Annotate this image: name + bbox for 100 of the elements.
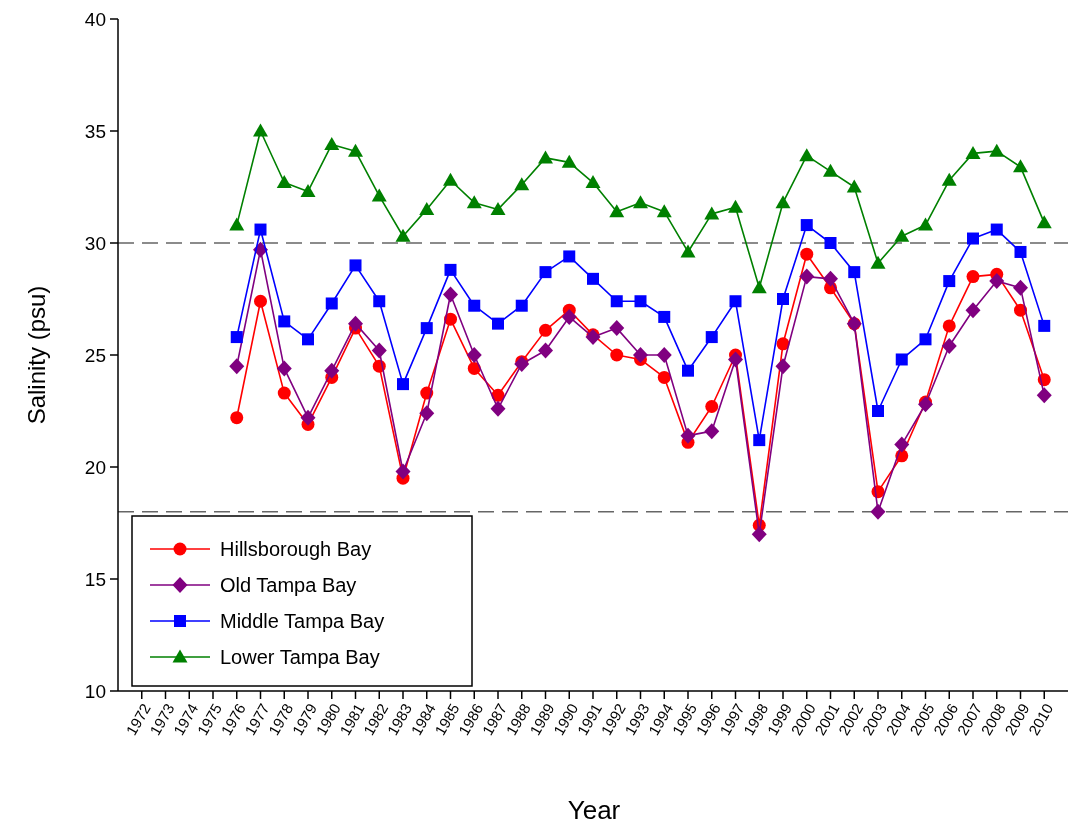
y-tick-label: 30 bbox=[84, 232, 106, 254]
point bbox=[776, 337, 790, 351]
point bbox=[942, 319, 956, 333]
point bbox=[656, 204, 672, 218]
point bbox=[775, 195, 791, 209]
point bbox=[539, 323, 552, 337]
point bbox=[918, 396, 933, 413]
point bbox=[633, 347, 648, 363]
point bbox=[348, 143, 363, 157]
point bbox=[538, 342, 553, 359]
point bbox=[965, 302, 981, 319]
point bbox=[777, 293, 789, 305]
point bbox=[870, 255, 886, 269]
point bbox=[1036, 215, 1052, 229]
point bbox=[941, 338, 957, 355]
legend-label: Hillsborough Bay bbox=[220, 538, 372, 560]
point bbox=[254, 223, 267, 236]
y-axis-title: Salinity (psu) bbox=[23, 285, 50, 425]
point bbox=[848, 266, 861, 279]
point bbox=[585, 329, 601, 346]
point bbox=[609, 320, 625, 337]
point bbox=[846, 179, 862, 193]
point bbox=[395, 228, 411, 242]
point bbox=[325, 297, 338, 310]
point bbox=[824, 237, 837, 249]
point bbox=[230, 331, 243, 344]
point bbox=[1036, 387, 1052, 404]
point bbox=[633, 195, 648, 209]
legend-label: Middle Tampa Bay bbox=[220, 610, 385, 632]
point bbox=[563, 250, 576, 263]
point bbox=[539, 266, 552, 279]
point bbox=[254, 294, 267, 308]
point bbox=[610, 348, 624, 362]
point bbox=[300, 183, 316, 197]
point bbox=[728, 351, 743, 368]
point bbox=[943, 275, 956, 288]
legend-label: Lower Tampa Bay bbox=[220, 646, 380, 668]
point bbox=[775, 358, 791, 375]
point bbox=[373, 295, 386, 308]
point bbox=[989, 143, 1005, 157]
point bbox=[799, 268, 815, 285]
point bbox=[966, 270, 980, 284]
point bbox=[682, 364, 694, 377]
legend-label: Old Tampa Bay bbox=[220, 574, 357, 596]
point bbox=[800, 219, 813, 232]
point bbox=[965, 145, 981, 159]
point bbox=[253, 123, 268, 137]
point bbox=[1013, 279, 1028, 296]
point bbox=[302, 333, 314, 346]
point bbox=[420, 322, 433, 335]
point bbox=[585, 175, 601, 189]
y-tick-label: 25 bbox=[84, 344, 106, 366]
point bbox=[823, 270, 838, 287]
point bbox=[371, 342, 387, 359]
point bbox=[705, 400, 719, 414]
point bbox=[276, 360, 292, 377]
point bbox=[894, 228, 910, 242]
point bbox=[800, 247, 814, 261]
point bbox=[658, 310, 671, 323]
y-tick-label: 35 bbox=[84, 120, 106, 142]
point bbox=[609, 204, 625, 218]
point bbox=[1038, 319, 1051, 332]
point bbox=[278, 315, 291, 328]
point bbox=[324, 362, 340, 379]
point bbox=[561, 154, 577, 168]
point bbox=[705, 331, 718, 344]
point bbox=[515, 299, 528, 312]
point bbox=[490, 201, 506, 215]
y-tick-label: 10 bbox=[84, 680, 106, 702]
point bbox=[492, 317, 504, 330]
point bbox=[918, 217, 933, 231]
y-tick-label: 40 bbox=[84, 8, 106, 30]
point bbox=[704, 206, 720, 220]
point bbox=[300, 409, 316, 426]
point bbox=[466, 195, 482, 209]
point bbox=[561, 308, 577, 325]
point bbox=[704, 423, 720, 440]
point bbox=[277, 386, 291, 400]
point bbox=[349, 259, 362, 272]
point bbox=[751, 526, 767, 543]
point bbox=[895, 353, 908, 366]
point bbox=[799, 148, 815, 162]
point bbox=[348, 315, 363, 332]
point bbox=[1013, 159, 1028, 173]
point bbox=[728, 199, 743, 213]
point bbox=[490, 400, 506, 417]
point bbox=[468, 299, 481, 312]
point bbox=[276, 175, 292, 189]
point bbox=[680, 244, 696, 258]
point bbox=[443, 286, 458, 303]
point bbox=[680, 427, 696, 444]
point bbox=[919, 333, 932, 346]
point bbox=[371, 188, 387, 202]
point bbox=[419, 201, 435, 215]
point bbox=[729, 295, 742, 308]
y-tick-label: 20 bbox=[84, 456, 106, 478]
y-tick-label: 15 bbox=[84, 568, 106, 590]
point bbox=[230, 411, 244, 425]
point bbox=[753, 434, 766, 447]
point bbox=[229, 358, 245, 375]
